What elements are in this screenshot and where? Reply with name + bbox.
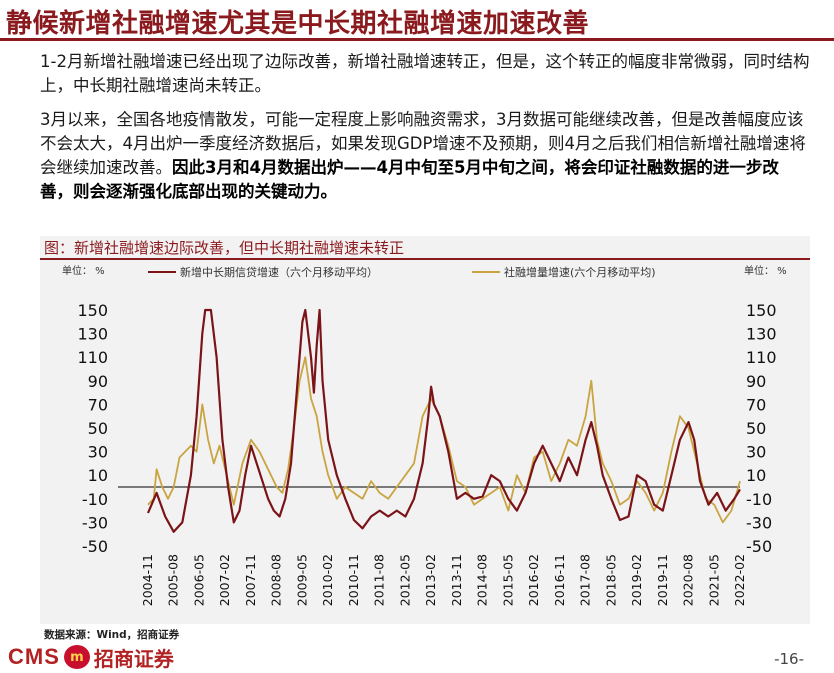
x-tick-label: 2015-05 — [500, 554, 515, 606]
x-tick-label: 2007-11 — [243, 554, 258, 606]
y-tick-label-right: -50 — [746, 537, 772, 556]
x-tick-label: 2008-08 — [269, 554, 284, 606]
y-tick-label-left: 90 — [88, 372, 108, 391]
x-tick-label: 2014-08 — [475, 554, 490, 606]
y-tick-label-right: 150 — [746, 301, 777, 320]
line-chart: 单位： % 单位： % 新增中长期信贷增速（六个月移动平均） 社融增量增速(六个… — [62, 264, 787, 606]
paragraph-2: 3月以来，全国各地疫情散发，可能一定程度上影响融资需求，3月数据可能继续改善，但… — [40, 108, 810, 204]
chart-caption: 图：新增社融增速边际改善，但中长期社融增速未转正 — [44, 239, 405, 257]
y-tick-label-right: 70 — [746, 395, 766, 414]
y-tick-label-right: 50 — [746, 419, 766, 438]
x-tick-label: 2018-05 — [603, 554, 618, 606]
x-tick-label: 2005-08 — [166, 554, 181, 606]
x-tick-label: 2022-02 — [732, 554, 747, 606]
y-tick-label-left: -10 — [82, 490, 108, 509]
x-tick-label: 2010-11 — [346, 554, 361, 606]
x-tick-label: 2010-02 — [320, 554, 335, 606]
chart-lines — [146, 308, 741, 533]
legend-label-series-2: 社融增量增速(六个月移动平均) — [504, 265, 656, 279]
series-line-2 — [147, 356, 741, 524]
x-tick-label: 2017-08 — [578, 554, 593, 606]
caption-divider — [40, 258, 810, 260]
paragraph-2-bold: 因此3月和4月数据出炉——4月中旬至5月中旬之间，将会印证社融数据的进一步改善，… — [40, 158, 779, 201]
x-tick-label: 2007-02 — [217, 554, 232, 606]
x-tick-label: 2020-08 — [681, 554, 696, 606]
logo-cms-text: CMS — [8, 644, 60, 669]
y-tick-label-right: 30 — [746, 443, 766, 462]
y-tick-label-left: 30 — [88, 443, 108, 462]
x-tick-label: 2012-05 — [397, 554, 412, 606]
y-tick-label-right: 10 — [746, 466, 766, 485]
title-divider — [0, 38, 834, 41]
paragraph-1: 1-2月新增社融增速已经出现了边际改善，新增社融增速转正，但是，这个转正的幅度非… — [40, 52, 810, 95]
page-number: -16- — [774, 650, 804, 668]
chart-legend: 新增中长期信贷增速（六个月移动平均） 社融增量增速(六个月移动平均) — [148, 265, 656, 279]
y-tick-label-left: 150 — [77, 301, 108, 320]
y-tick-label-right: 90 — [746, 372, 766, 391]
unit-label-right: 单位： % — [744, 264, 787, 277]
y-tick-label-right: -30 — [746, 513, 772, 532]
y-tick-label-left: -30 — [82, 513, 108, 532]
slide-title: 静候新增社融增速尤其是中长期社融增速加速改善 — [6, 9, 590, 39]
y-tick-label-left: 110 — [77, 348, 108, 367]
x-tick-label: 2013-02 — [423, 554, 438, 606]
paragraph-2-normal: 3月以来，全国各地疫情散发，可能一定程度上影响融资需求，3月数据可能继续改善，但… — [40, 110, 806, 177]
y-tick-label-left: -50 — [82, 537, 108, 556]
y-tick-label-left: 10 — [88, 466, 108, 485]
x-tick-label: 2006-05 — [191, 554, 206, 606]
company-logo: CMS m 招商证券 — [8, 644, 174, 671]
logo-cn-text: 招商证券 — [93, 646, 174, 671]
legend-label-series-1: 新增中长期信贷增速（六个月移动平均） — [180, 265, 378, 279]
x-tick-label: 2021-05 — [706, 554, 721, 606]
chart-panel — [40, 236, 810, 624]
x-tick-label: 2009-05 — [294, 554, 309, 606]
y-tick-label-left: 130 — [77, 325, 108, 344]
x-tick-label: 2016-11 — [552, 554, 567, 606]
data-source: 数据来源：Wind，招商证券 — [44, 629, 180, 641]
y-tick-label-right: 110 — [746, 348, 777, 367]
y-tick-label-right: 130 — [746, 325, 777, 344]
x-tick-label: 2004-11 — [140, 554, 155, 606]
series-line-1 — [146, 308, 741, 533]
x-tick-label: 2016-02 — [526, 554, 541, 606]
x-tick-label: 2019-11 — [655, 554, 670, 606]
y-tick-label-right: -10 — [746, 490, 772, 509]
y-tick-label-left: 70 — [88, 395, 108, 414]
x-tick-label: 2019-02 — [629, 554, 644, 606]
chart-axes: -50 -50 -30 -30 -10 -10 10 10 30 30 50 50 70 70 90 90 11… — [77, 301, 776, 606]
logo-badge-icon: m — [63, 645, 90, 669]
unit-label-left: 单位： % — [62, 264, 105, 277]
x-tick-label: 2013-11 — [449, 554, 464, 606]
x-tick-label: 2011-08 — [372, 554, 387, 606]
y-tick-label-left: 50 — [88, 419, 108, 438]
